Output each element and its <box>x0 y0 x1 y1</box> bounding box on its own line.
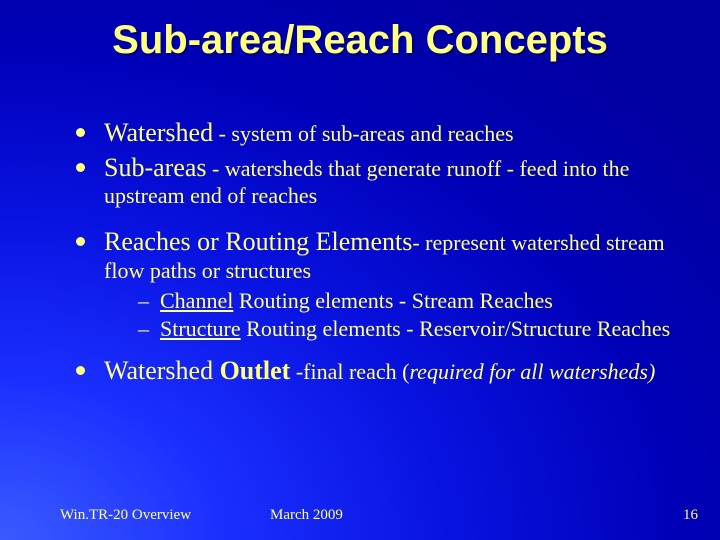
bullet-text-italic: required for all watersheds) <box>409 359 655 384</box>
term-channel: Channel <box>160 288 233 313</box>
term-watershed: Watershed <box>104 118 213 147</box>
spacer <box>72 213 672 227</box>
footer-left: Win.TR-20 Overview <box>60 507 191 524</box>
bullet-icon <box>76 366 85 375</box>
spacer <box>72 342 672 356</box>
bullet-icon <box>76 237 85 246</box>
dash-icon: – <box>138 288 149 314</box>
sub-bullet-item: – Channel Routing elements - Stream Reac… <box>138 288 672 314</box>
bullet-item: Sub-areas - watersheds that generate run… <box>72 153 672 210</box>
content-area: Watershed - system of sub-areas and reac… <box>72 118 672 391</box>
bullet-item: Reaches or Routing Elements- represent w… <box>72 227 672 284</box>
slide: Sub-area/Reach Concepts Watershed - syst… <box>0 0 720 540</box>
term-routing-elements: Routing Elements <box>225 227 412 256</box>
term-subareas: Sub-areas <box>104 153 207 182</box>
bullet-text: or <box>191 227 226 256</box>
bullet-icon <box>76 128 85 137</box>
term-outlet: Outlet <box>220 356 291 385</box>
term-reaches: Reaches <box>104 227 191 256</box>
bullet-text: - system of sub-areas and reaches <box>213 121 514 146</box>
sub-bullet-item: – Structure Routing elements - Reservoir… <box>138 316 672 342</box>
dash-icon: – <box>138 316 149 342</box>
sub-bullet-text: Routing elements - Reservoir/Structure R… <box>241 316 671 341</box>
footer-page-number: 16 <box>683 507 698 524</box>
sub-list: – Channel Routing elements - Stream Reac… <box>72 288 672 342</box>
sub-bullet-text: Routing elements - Stream Reaches <box>233 288 553 313</box>
term-structure: Structure <box>160 316 241 341</box>
slide-title: Sub-area/Reach Concepts <box>0 18 720 63</box>
bullet-text: Watershed <box>104 356 220 385</box>
bullet-icon <box>76 163 85 172</box>
footer-center: March 2009 <box>270 507 343 524</box>
bullet-item: Watershed Outlet -final reach (required … <box>72 356 672 387</box>
bullet-text: -final reach ( <box>290 359 409 384</box>
bullet-item: Watershed - system of sub-areas and reac… <box>72 118 672 149</box>
